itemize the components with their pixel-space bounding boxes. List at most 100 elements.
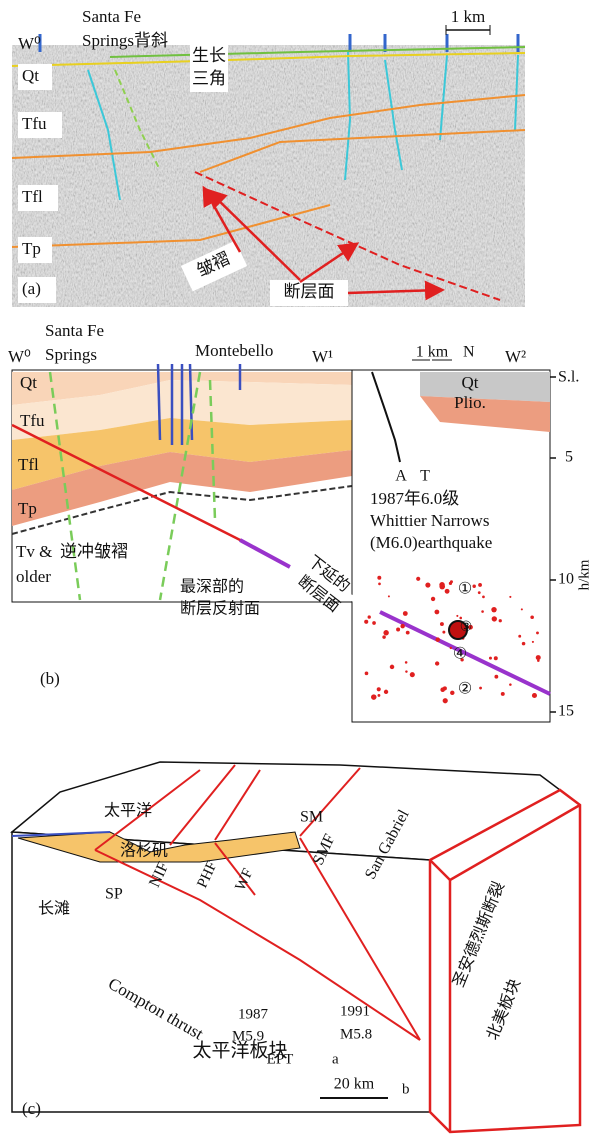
event-dot (518, 635, 521, 638)
label: ① (458, 581, 472, 598)
label: 三角 (192, 69, 226, 88)
label: W⁰ (8, 347, 31, 366)
event-dot (416, 577, 420, 581)
event-dot (489, 657, 492, 660)
label: Qt (462, 373, 479, 392)
label: Plio. (454, 393, 486, 412)
event-dot (478, 591, 481, 594)
label: 20 km (334, 1076, 375, 1093)
label: Whittier Narrows (370, 511, 489, 530)
label: 生长 (192, 46, 226, 65)
event-dot (396, 628, 400, 632)
label: a (332, 1051, 339, 1067)
label: W⁰ (18, 34, 41, 53)
label: 1991 (340, 1003, 370, 1019)
event-dot (494, 675, 498, 679)
label: 1 km (416, 344, 449, 361)
label: Qt (22, 66, 39, 85)
event-dot (440, 622, 444, 626)
label: (c) (22, 1099, 41, 1118)
label: 5 (565, 449, 573, 466)
label: 1 km (451, 7, 485, 26)
event-dot (450, 691, 454, 695)
event-dot (371, 694, 376, 699)
label: Tp (22, 239, 41, 258)
label: 洛杉矶 (120, 842, 168, 860)
event-dot (449, 582, 452, 585)
label: 10 (558, 571, 574, 588)
label: N (463, 344, 475, 361)
label: ④ (453, 646, 467, 663)
event-dot (491, 607, 496, 612)
label: b (402, 1081, 410, 1097)
event-dot (459, 617, 462, 620)
event-dot (439, 582, 445, 588)
event-dot (532, 641, 534, 643)
event-dot (521, 608, 523, 610)
event-dot (499, 619, 502, 622)
label: Montebello (195, 341, 273, 360)
event-dot (405, 670, 407, 672)
event-dot (405, 661, 408, 664)
label: Tp (18, 499, 37, 518)
event-dot (479, 687, 482, 690)
event-dot (372, 621, 376, 625)
event-dot (537, 659, 540, 662)
event-dot (440, 687, 445, 692)
label: 长滩 (38, 900, 70, 918)
event-dot (435, 661, 439, 665)
label: 太平洋 (104, 802, 152, 820)
event-dot (435, 637, 440, 642)
event-dot (378, 694, 381, 697)
event-dot (365, 672, 369, 676)
event-dot (377, 576, 381, 580)
label: older (16, 567, 51, 586)
event-dot (530, 615, 534, 619)
label: Santa Fe (45, 321, 104, 340)
label: 断层反射面 (180, 600, 260, 618)
label: 1987年6.0级 (370, 489, 459, 508)
event-dot (482, 596, 485, 599)
label: (b) (40, 669, 60, 688)
event-dot (509, 596, 511, 598)
label: W² (505, 347, 526, 366)
event-dot (410, 672, 415, 677)
event-dot (494, 656, 498, 660)
event-dot (383, 630, 388, 635)
label: S.l. (558, 369, 579, 386)
label: 断层面 (284, 282, 335, 301)
event-dot (425, 582, 430, 587)
event-dot (442, 631, 445, 634)
label: 太平洋板块 (192, 1039, 287, 1061)
event-dot (532, 693, 537, 698)
event-dot (536, 655, 541, 660)
label: W¹ (312, 347, 333, 366)
figure: W⁰Santa FeSprings背斜生长三角1 kmQtTfuTflTp(a)… (0, 0, 592, 1141)
label: SP (105, 886, 123, 903)
event-dot (364, 620, 368, 624)
event-dot (450, 647, 452, 649)
event-dot (400, 624, 404, 628)
event-dot (472, 585, 475, 588)
label: h/km (576, 559, 592, 590)
event-dot (434, 610, 439, 615)
event-dot (384, 690, 388, 694)
event-dot (390, 665, 395, 670)
label: (M6.0)earthquake (370, 533, 492, 552)
label: Springs (45, 345, 97, 364)
event-dot (509, 683, 512, 686)
label: Tv & (16, 542, 52, 561)
label: ③ (460, 620, 473, 635)
label: SM (300, 809, 323, 826)
label: (a) (22, 279, 41, 298)
label: Tfu (20, 411, 45, 430)
label: Tfl (22, 187, 43, 206)
label: 最深部的 (180, 578, 244, 596)
event-dot (522, 642, 526, 646)
label: Tfu (22, 114, 47, 133)
event-dot (481, 610, 484, 613)
label: Tfl (18, 455, 39, 474)
label: A (395, 468, 407, 485)
event-dot (536, 632, 539, 635)
event-dot (377, 687, 381, 691)
